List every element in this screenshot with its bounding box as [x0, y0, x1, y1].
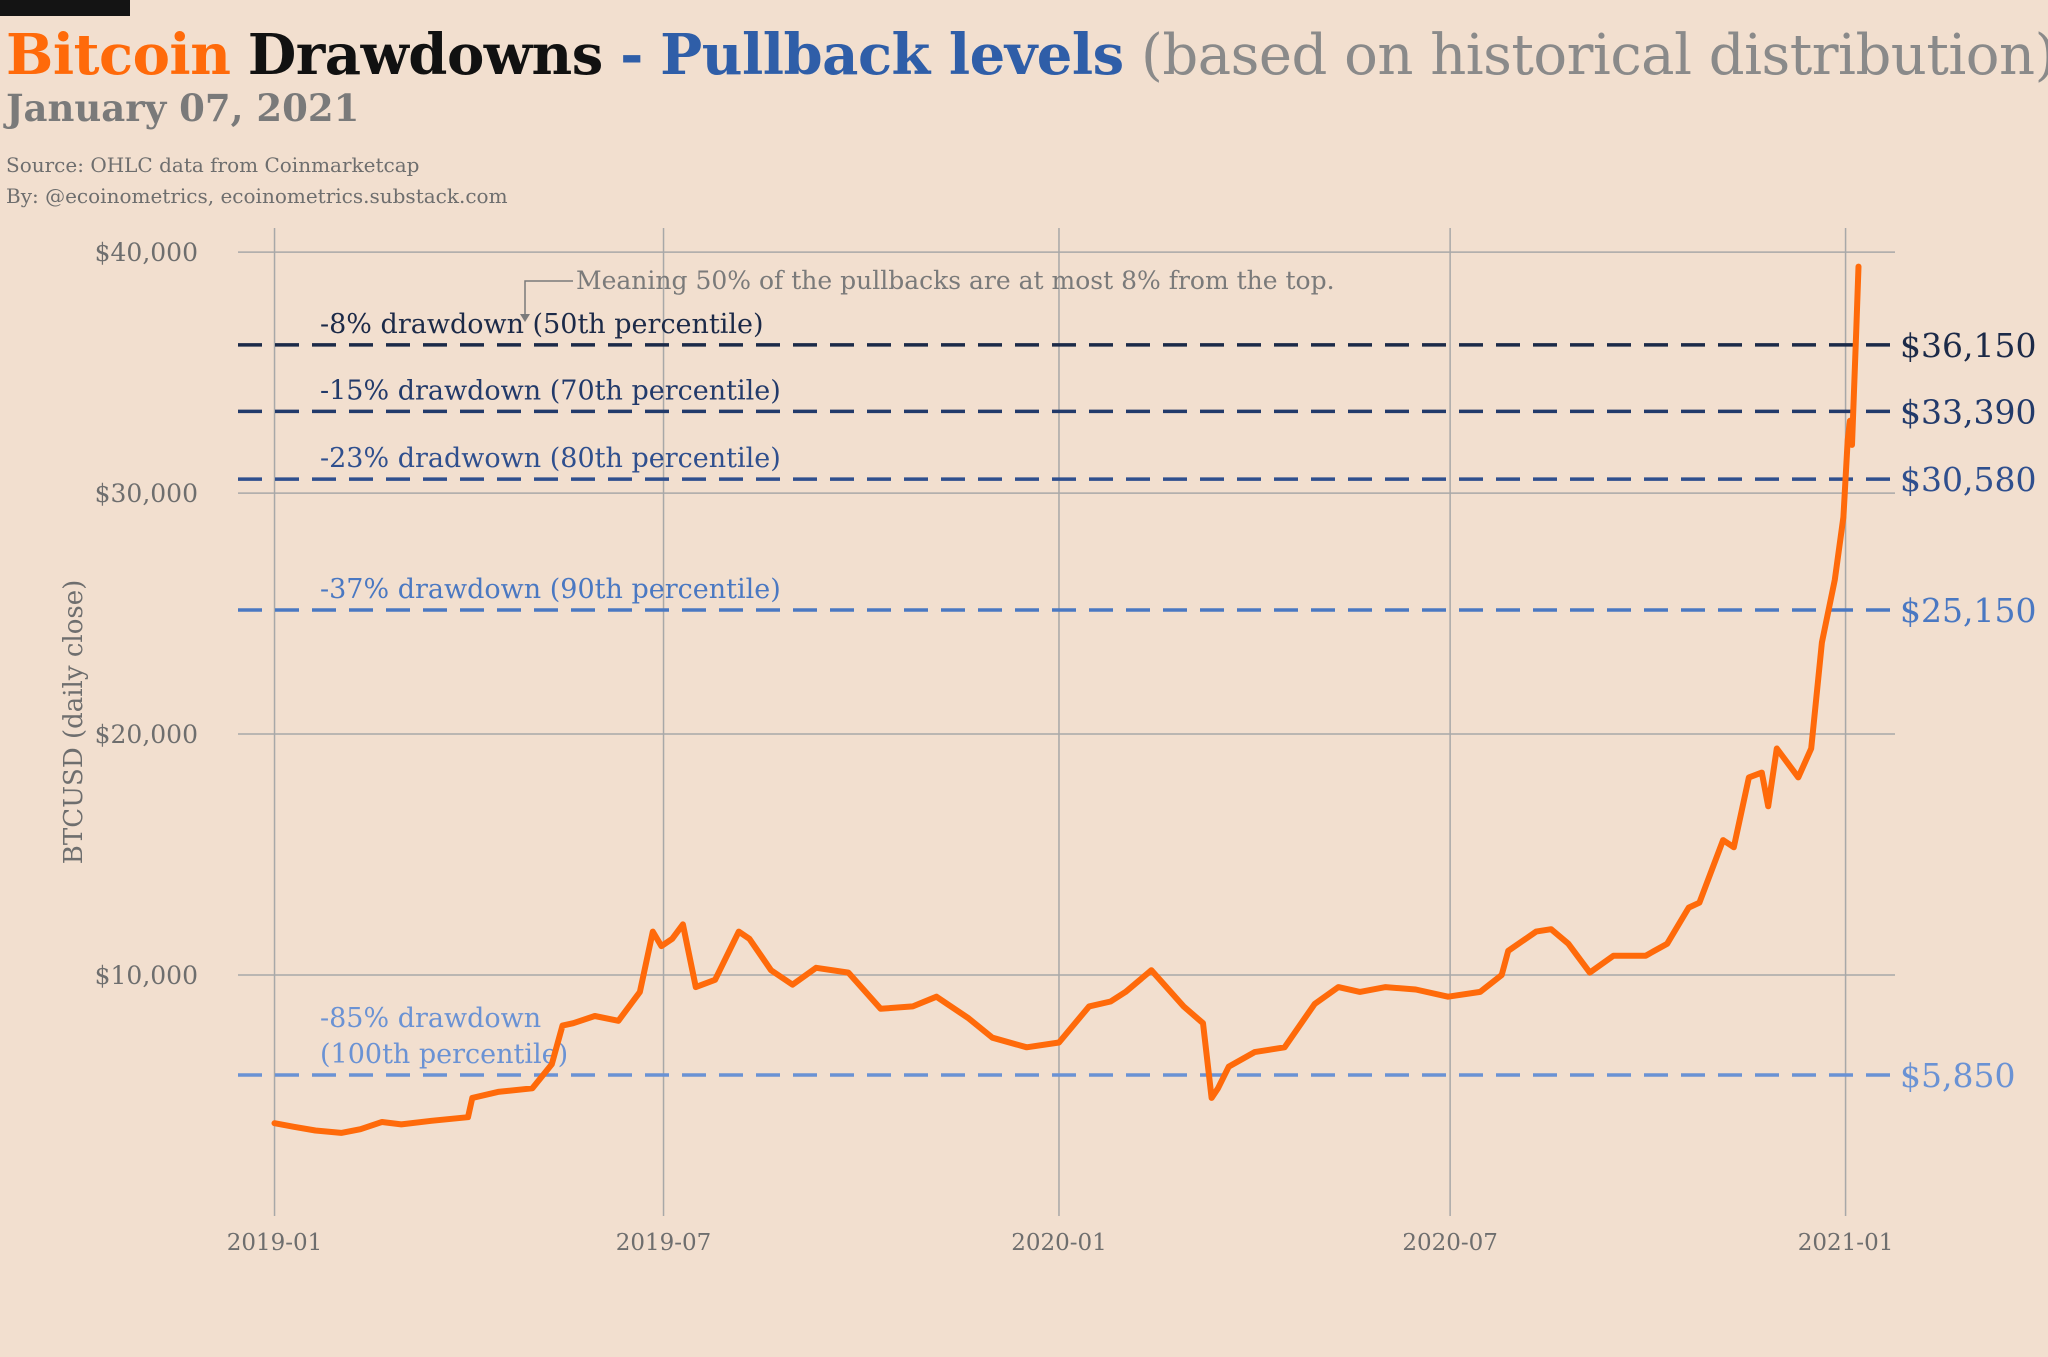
y-tick-label: $40,000: [95, 238, 198, 267]
chart-title: Bitcoin Drawdowns - Pullback levels (bas…: [6, 22, 2048, 88]
y-tick-label: $10,000: [95, 961, 198, 990]
x-tick-label: 2019-01: [227, 1230, 323, 1256]
y-tick-label: $20,000: [95, 720, 198, 749]
corner-bar: [0, 0, 130, 16]
title-drawdowns: Drawdowns: [247, 22, 604, 88]
source-line: Source: OHLC data from Coinmarketcap: [6, 153, 420, 177]
title-bitcoin: Bitcoin: [6, 22, 231, 88]
x-tick-label: 2020-01: [1011, 1230, 1107, 1256]
x-tick-label: 2019-07: [616, 1230, 712, 1256]
pullback-level-label: -15% drawdown (70th percentile): [320, 375, 781, 406]
pullback-level-label: -37% drawdown (90th percentile): [320, 574, 781, 605]
x-tick-label: 2021-01: [1798, 1230, 1894, 1256]
annotation-text: Meaning 50% of the pullbacks are at most…: [576, 266, 1335, 295]
title-pullback-levels: Pullback levels: [660, 22, 1124, 88]
annotation-arrow-line: [524, 280, 573, 318]
x-tick-label: 2020-07: [1402, 1230, 1498, 1256]
pullback-level-label: (100th percentile): [320, 1039, 568, 1070]
pullback-price-label: $25,150: [1900, 591, 2036, 630]
pullback-level-label: -8% drawdown (50th percentile): [320, 309, 764, 340]
chart-date: January 07, 2021: [6, 86, 360, 130]
annotation-arrow-head: [520, 314, 530, 322]
source-block: Source: OHLC data from Coinmarketcap By:…: [6, 150, 508, 212]
y-tick-label: $30,000: [95, 479, 198, 508]
pullback-price-label: $36,150: [1900, 326, 2036, 365]
title-dash: -: [620, 22, 643, 88]
pullback-price-label: $30,580: [1900, 460, 2036, 499]
y-axis-label: BTCUSD (daily close): [59, 580, 89, 864]
pullback-level-label: -85% drawdown: [320, 1003, 541, 1034]
title-based-on: (based on historical distribution): [1141, 23, 2048, 88]
pullback-price-label: $33,390: [1900, 392, 2036, 431]
btc-price-line: [271, 263, 1862, 1136]
byline: By: @ecoinometrics, ecoinometrics.substa…: [6, 184, 508, 208]
pullback-price-label: $5,850: [1900, 1056, 2015, 1095]
pullback-level-label: -23% dradwown (80th percentile): [320, 443, 781, 474]
